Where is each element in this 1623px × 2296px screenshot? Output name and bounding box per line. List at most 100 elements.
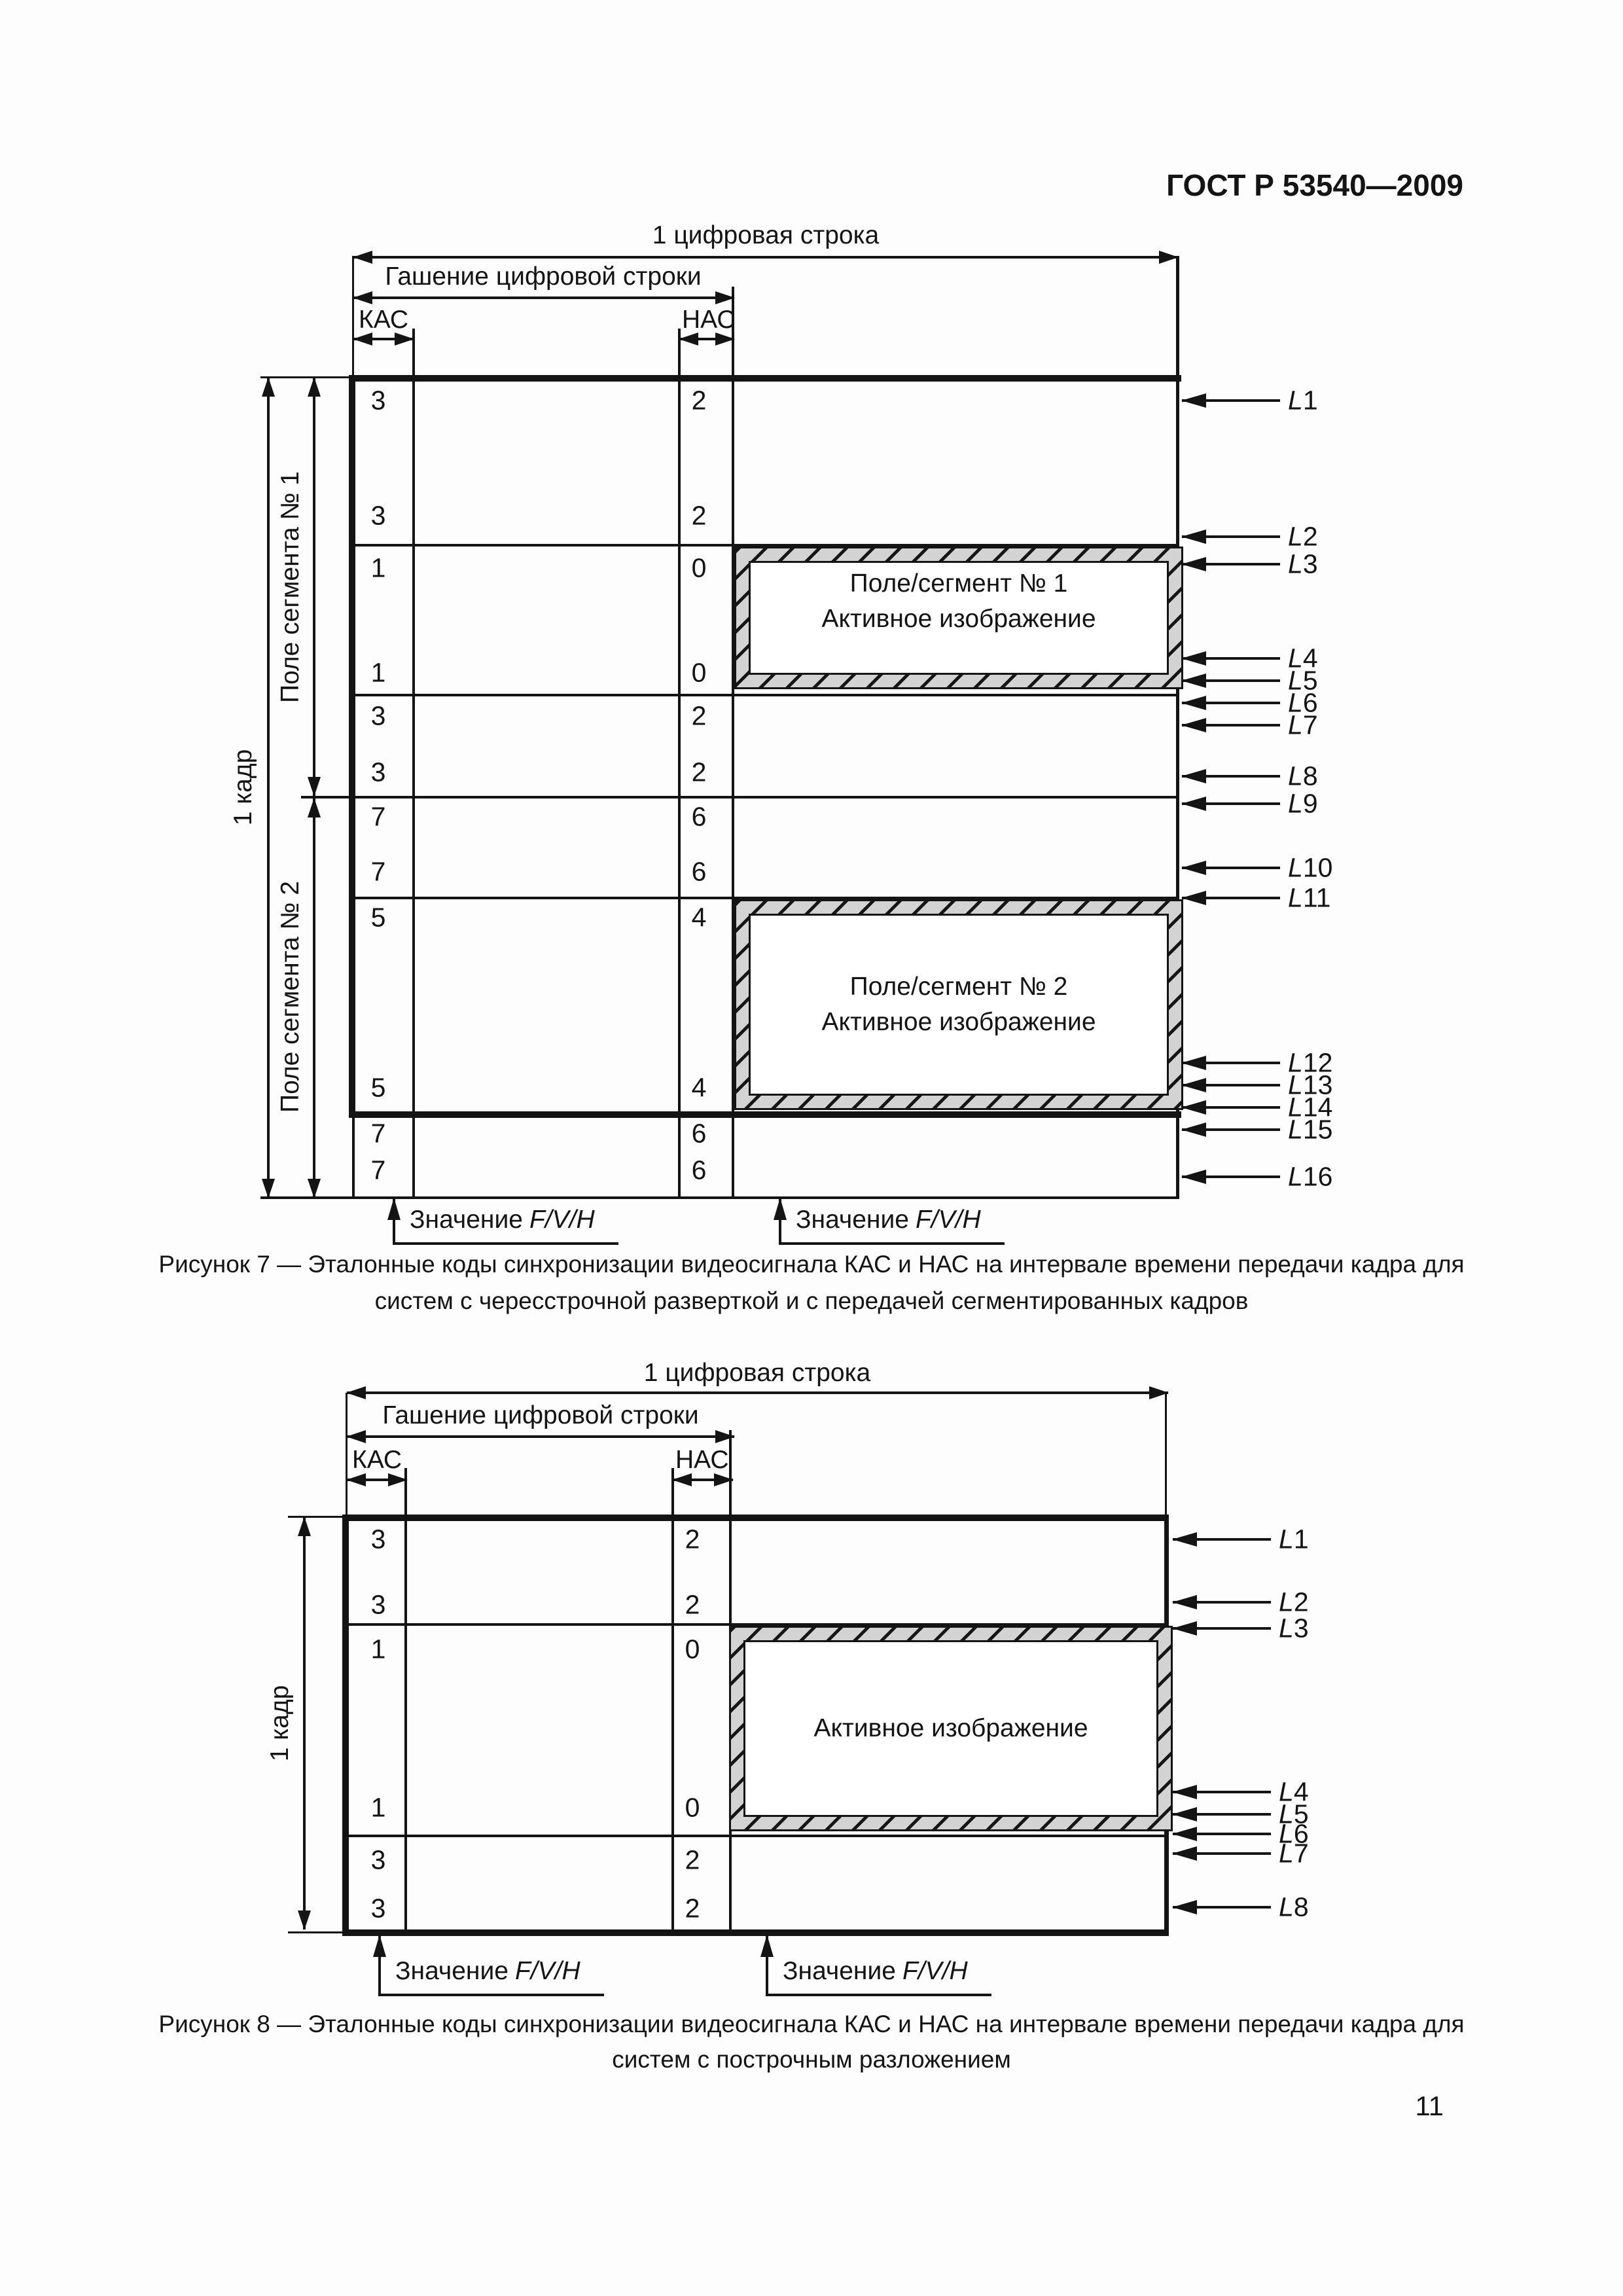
- frame-top-border: [342, 1515, 1169, 1521]
- line-label: L13: [1288, 1069, 1333, 1100]
- left-arrow-icon: [1173, 1627, 1271, 1630]
- active-region-title: Активное изображение: [813, 1714, 1088, 1742]
- kas-value: 7: [370, 1118, 386, 1149]
- nas-label: НАС: [682, 306, 736, 334]
- field-boundary-line: [301, 796, 1178, 798]
- digital-line-arrow: [353, 256, 1178, 259]
- kas-value: 3: [370, 385, 386, 416]
- nas-arrow: [679, 338, 734, 340]
- kas-value: 3: [370, 757, 386, 787]
- left-arrow-icon: [1182, 679, 1280, 682]
- line-label: L7: [1288, 709, 1318, 740]
- nas-value: 2: [691, 385, 707, 416]
- top-tick-line: [288, 1516, 347, 1518]
- blanking-arrow: [347, 1435, 734, 1438]
- left-arrow-icon: [1182, 1106, 1280, 1109]
- active-image-label: Поле/сегмент № 1 Активное изображение: [749, 561, 1169, 675]
- up-arrow-icon: [779, 1199, 781, 1245]
- frame-bottom-border: [342, 1929, 1169, 1936]
- left-arrow-icon: [1173, 1833, 1271, 1835]
- digital-line-label: 1 цифровая строка: [652, 221, 880, 249]
- left-arrow-icon: [1182, 897, 1280, 899]
- line-label: L16: [1288, 1161, 1333, 1192]
- line-label: L2: [1288, 521, 1318, 552]
- blanking-label: Гашение цифровой строки: [382, 1401, 699, 1429]
- kas-label: КАС: [352, 1446, 402, 1474]
- left-arrow-icon: [1182, 399, 1280, 402]
- nas-value: 0: [691, 657, 707, 688]
- left-arrow-icon: [1182, 1175, 1280, 1178]
- left-arrow-icon: [1173, 1791, 1271, 1793]
- left-arrow-icon: [1182, 1128, 1280, 1131]
- frame-dimension: [267, 378, 270, 1198]
- field1-label: Поле сегмента № 1: [276, 471, 304, 703]
- kas-value: 3: [370, 500, 386, 531]
- line-label: L5: [1288, 665, 1318, 696]
- left-arrow-icon: [1182, 867, 1280, 869]
- kas-value: 3: [370, 700, 386, 731]
- row-line: [347, 1623, 1167, 1626]
- figure7-caption-line1: Рисунок 7 — Эталонные коды синхронизации…: [158, 1251, 1465, 1278]
- fvh-callout: Значение F/V/H: [378, 1936, 604, 1996]
- kas-column-line: [412, 329, 415, 1198]
- kas-column-line: [404, 1468, 407, 1929]
- nas-value: 2: [685, 1844, 700, 1875]
- line-label: L6: [1279, 1818, 1309, 1849]
- kas-value: 1: [370, 657, 386, 688]
- kas-arrow: [353, 338, 414, 340]
- fvh-label: Значение F/V/H: [796, 1206, 981, 1234]
- row-line: [353, 544, 1178, 547]
- line-label: L15: [1288, 1114, 1333, 1145]
- nas-value: 2: [685, 1524, 700, 1554]
- left-arrow-icon: [1173, 1906, 1271, 1909]
- figure7-caption: Рисунок 7 — Эталонные коды синхронизации…: [98, 1246, 1525, 1319]
- frame-left-border: [349, 375, 355, 1118]
- active-image-label: Поле/сегмент № 2 Активное изображение: [749, 914, 1169, 1096]
- nas-value: 4: [691, 902, 707, 933]
- blanking-label: Гашение цифровой строки: [385, 262, 702, 291]
- line-label: L1: [1279, 1524, 1309, 1554]
- kas-value: 7: [370, 801, 386, 832]
- left-arrow-icon: [1182, 535, 1280, 538]
- frame-top-border: [349, 375, 1181, 382]
- left-arrow-icon: [1173, 1813, 1271, 1816]
- active-region-title: Поле/сегмент № 1: [849, 569, 1068, 598]
- nas-label: НАС: [675, 1446, 729, 1474]
- row-line: [347, 1835, 1167, 1837]
- nas-value: 6: [691, 1155, 707, 1185]
- line-label: L1: [1288, 385, 1318, 416]
- fvh-callout: Значение F/V/H: [779, 1199, 1005, 1245]
- nas-value: 2: [691, 700, 707, 731]
- active-image-region-1: Поле/сегмент № 1 Активное изображение: [734, 547, 1183, 689]
- kas-value: 1: [370, 1792, 386, 1823]
- digital-line-arrow: [347, 1391, 1168, 1394]
- right-extension-line: [1165, 1393, 1167, 1517]
- kas-value: 1: [370, 552, 386, 583]
- line-label: L12: [1288, 1047, 1333, 1078]
- kas-value: 3: [370, 1893, 386, 1924]
- line-label: L5: [1279, 1799, 1309, 1829]
- fvh-label: Значение F/V/H: [783, 1957, 968, 1985]
- left-arrow-icon: [1173, 1852, 1271, 1855]
- kas-value: 5: [370, 1072, 386, 1103]
- line-label: L7: [1279, 1838, 1309, 1869]
- digital-line-label: 1 цифровая строка: [643, 1359, 871, 1387]
- up-arrow-icon: [378, 1936, 381, 1996]
- line-label: L10: [1288, 852, 1333, 883]
- figure8-caption-line1: Рисунок 8 — Эталонные коды синхронизации…: [158, 2011, 1465, 2037]
- line-label: L4: [1279, 1776, 1309, 1807]
- active-region-subtitle: Активное изображение: [821, 1008, 1096, 1036]
- field1-dimension: [313, 378, 315, 796]
- nas-value: 6: [691, 856, 707, 887]
- left-arrow-icon: [1182, 1062, 1280, 1064]
- callout-underline: [766, 1994, 991, 1996]
- line-label: L9: [1288, 788, 1318, 819]
- figure7-caption-line2: систем с чересстрочной разверткой и с пе…: [374, 1287, 1249, 1314]
- line-label: L14: [1288, 1092, 1333, 1122]
- figure8-caption-line2: систем с построчным разложением: [612, 2046, 1011, 2073]
- active-region-subtitle: Активное изображение: [821, 605, 1096, 633]
- line-label: L2: [1279, 1587, 1309, 1617]
- nas-column-left-line: [678, 329, 681, 1198]
- field2-label: Поле сегмента № 2: [276, 881, 304, 1113]
